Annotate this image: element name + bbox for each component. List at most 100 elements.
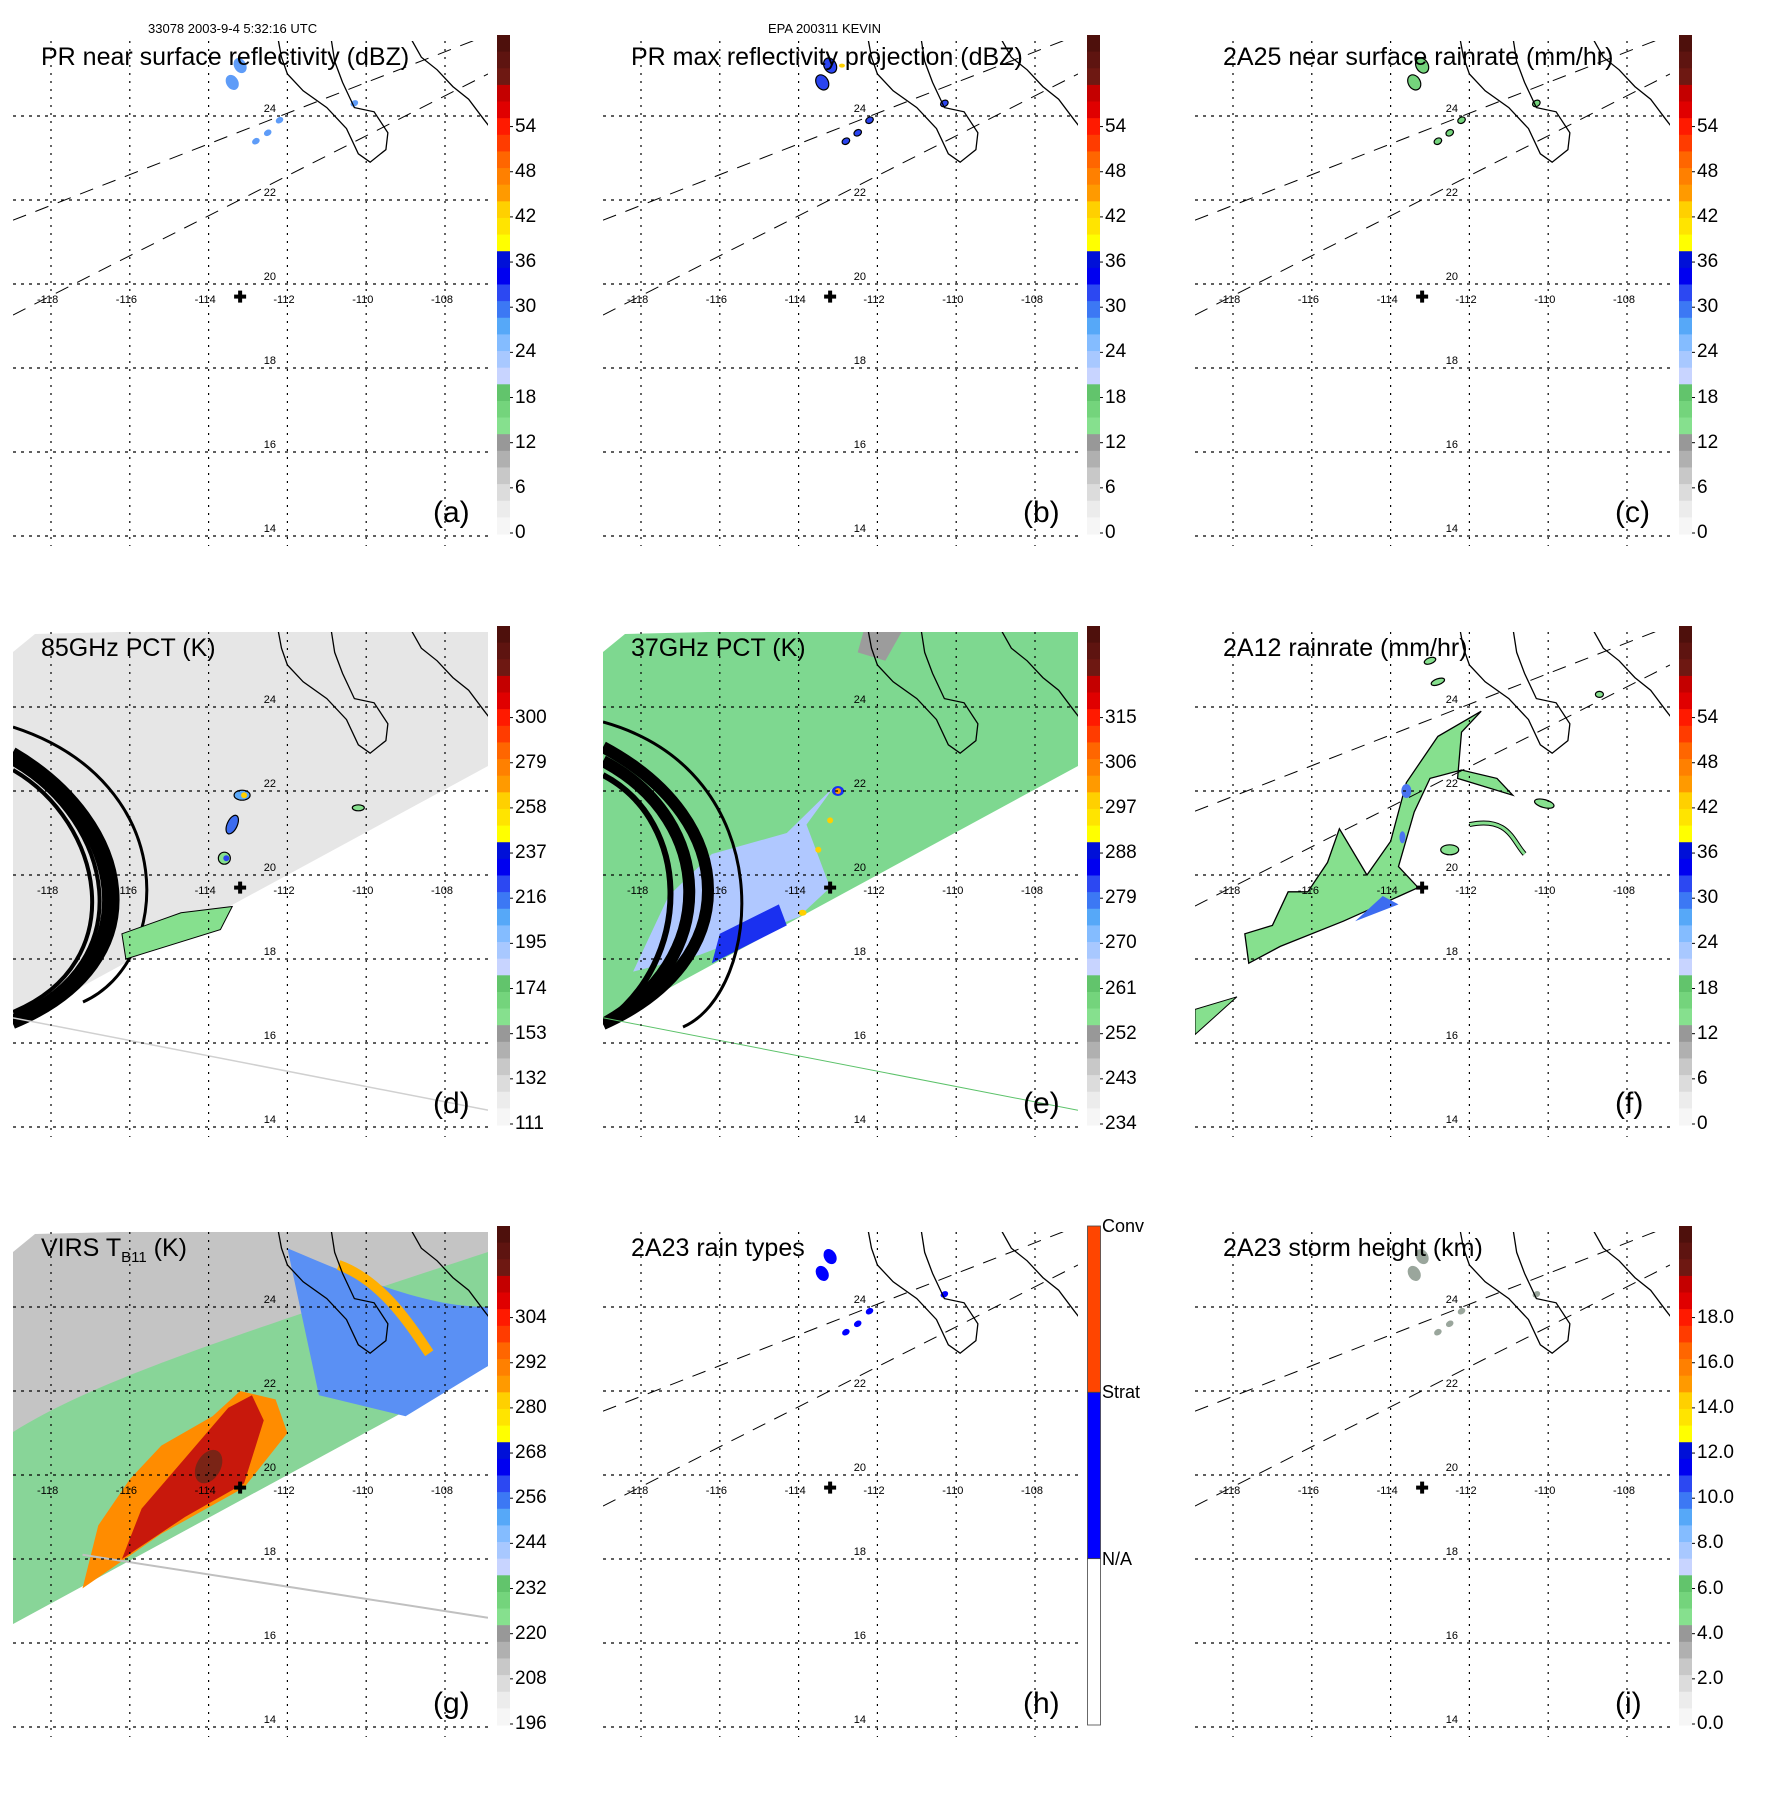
colorbar-band [1087, 659, 1100, 677]
coastline-mainland [1001, 1232, 1078, 1317]
panel-label: (i) [1615, 1687, 1642, 1720]
lon-tick-label: -116 [1298, 1485, 1319, 1497]
colorbar-band [1679, 35, 1692, 53]
colorbar-tick-label: 48 [1697, 160, 1719, 182]
colorbar-band [1679, 1091, 1692, 1109]
lon-tick-label: -112 [1455, 294, 1476, 306]
colorbar-band [1679, 434, 1692, 452]
colorbar-band [497, 1542, 510, 1560]
colorbar-tick-label: 0 [515, 522, 526, 543]
lon-tick-label: -110 [942, 294, 963, 306]
colorbar-segment [1087, 1558, 1101, 1726]
rain-echo [1480, 27, 1490, 36]
rain-cell [1533, 798, 1555, 809]
rain-cell [1423, 656, 1437, 665]
colorbar-band [1679, 1442, 1692, 1460]
lat-tick-label: 18 [264, 1546, 276, 1558]
colorbar-band [1087, 692, 1100, 710]
convective-core [827, 817, 834, 824]
colorbar-tick-label: 6 [1105, 476, 1116, 498]
lat-tick-label: 16 [264, 1030, 276, 1042]
colorbar-band [497, 467, 510, 485]
panel-title: 2A12 rainrate (mm/hr) [1223, 634, 1468, 662]
colorbar-band [497, 1392, 510, 1410]
swath-edge [1195, 632, 1656, 812]
panel-label: (g) [433, 1687, 470, 1720]
colorbar-band [1087, 1025, 1100, 1043]
lon-tick-label: -114 [785, 294, 806, 306]
colorbar-band [1679, 101, 1692, 119]
lat-tick-label: 18 [854, 1546, 866, 1558]
rain-cell [1440, 844, 1460, 856]
colorbar-band [497, 1025, 510, 1043]
colorbar-tick-label: 237 [515, 842, 547, 864]
colorbar-band [1679, 118, 1692, 136]
colorbar-band [1087, 1041, 1100, 1059]
colorbar-band [497, 417, 510, 435]
lon-tick-label: -118 [37, 294, 58, 306]
colorbar-tick-label: 306 [1105, 751, 1137, 773]
colorbar-band [1679, 367, 1692, 385]
coastline-baja [1459, 41, 1571, 164]
colorbar-tick-label: 54 [1105, 115, 1127, 137]
colorbar-tick-label: 12 [1105, 431, 1127, 453]
colorbar-band [1679, 892, 1692, 910]
coastline-baja [1459, 1232, 1571, 1355]
rain-echo [1457, 1307, 1466, 1315]
panel-f: -118 -116 -114 -112 -110 -108 24 22 20 18 16 14 2A12… [1195, 626, 1755, 1212]
panel-title: 85GHz PCT (K) [41, 634, 216, 662]
colorbar-band [1679, 301, 1692, 319]
colorbar-band [1679, 825, 1692, 843]
colorbar-band [1679, 1425, 1692, 1443]
panel-label: (c) [1615, 496, 1650, 529]
colorbar-band [1087, 1058, 1100, 1076]
lat-tick-label: 16 [1446, 1030, 1458, 1042]
colorbar-tick-label: 208 [515, 1667, 547, 1689]
colorbar-tick-label: 12 [1697, 431, 1719, 453]
colorbar-band [497, 384, 510, 402]
lon-tick-label: -114 [785, 1485, 806, 1497]
lon-tick-label: -108 [1021, 885, 1043, 897]
storm-center-cross [824, 290, 837, 303]
colorbar [1087, 626, 1103, 1126]
colorbar-tick-label: 252 [1105, 1022, 1137, 1044]
colorbar-tick-label: 304 [515, 1306, 547, 1328]
colorbar-band [497, 1041, 510, 1059]
heavy-rain [1399, 831, 1406, 844]
colorbar-label: Strat [1102, 1382, 1141, 1403]
colorbar-band [1087, 775, 1100, 793]
lat-tick-label: 20 [1446, 1462, 1458, 1474]
colorbar-band [1679, 1458, 1692, 1476]
lat-tick-label: 18 [1446, 355, 1458, 367]
colorbar-band [1087, 626, 1100, 644]
colorbar-band [1087, 467, 1100, 485]
lat-tick-label: 14 [854, 1714, 866, 1726]
colorbar-band [497, 675, 510, 694]
colorbar-band [1087, 742, 1100, 760]
lat-tick-label: 20 [264, 1462, 276, 1474]
colorbar-band [497, 1658, 510, 1676]
contour-ring [603, 772, 674, 1027]
colorbar-tick-label: 0 [1697, 1113, 1708, 1134]
colorbar-band [1679, 1342, 1692, 1360]
colorbar-band [497, 925, 510, 943]
rain-echo [233, 58, 247, 74]
swath-edge [603, 41, 1064, 221]
coastline-baja [277, 1232, 389, 1355]
lon-tick-label: -108 [1021, 294, 1043, 306]
rain-echo [1415, 1249, 1429, 1265]
convective-core [223, 855, 230, 862]
colorbar-tick-label: 36 [1105, 251, 1127, 273]
colorbar-tick-label: 42 [1105, 205, 1127, 227]
colorbar-band [1087, 267, 1100, 285]
rain-band [1244, 710, 1515, 965]
lat-tick-label: 22 [264, 778, 276, 790]
colorbar-band [1087, 201, 1100, 219]
lat-tick-label: 24 [1446, 694, 1458, 706]
colorbar-band [1087, 35, 1100, 53]
convective-core [835, 788, 841, 794]
convective-pixel [874, 1217, 880, 1221]
colorbar-band [1087, 351, 1100, 369]
lat-tick-label: 14 [854, 1114, 866, 1126]
lon-tick-label: -112 [863, 1485, 884, 1497]
